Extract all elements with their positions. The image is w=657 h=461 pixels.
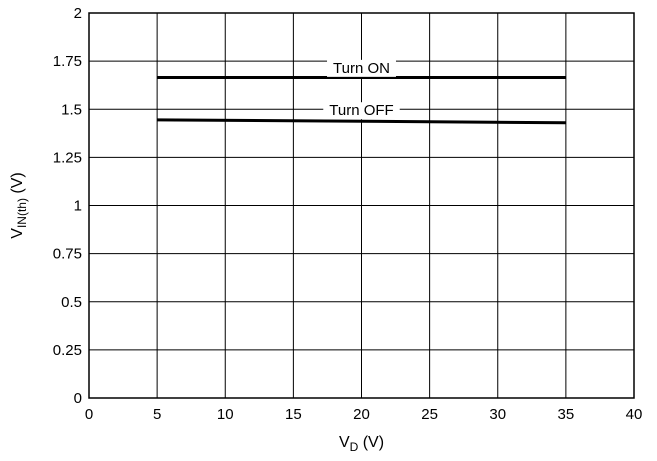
x-tick-label: 30 (489, 406, 506, 423)
y-axis-label-main: V (9, 228, 26, 239)
x-axis-label: VD (V) (339, 434, 384, 454)
x-tick-label: 10 (217, 406, 234, 423)
series-lines (157, 75, 566, 125)
series-label-background (327, 59, 396, 77)
y-tick-label: 1.75 (53, 53, 82, 70)
y-axis-label: VIN(th) (V) (9, 172, 29, 238)
x-tick-label: 25 (421, 406, 438, 423)
plot-frame (88, 12, 635, 399)
y-tick-label: 0 (74, 390, 82, 407)
y-axis-label-sub: IN(th) (15, 198, 29, 228)
x-tick-label: 5 (153, 406, 161, 423)
x-axis-label-unit: (V) (358, 434, 384, 451)
y-tick-label: 2 (74, 5, 82, 22)
x-tick-label: 15 (285, 406, 302, 423)
x-tick-label: 40 (626, 406, 643, 423)
y-tick-label: 1.25 (53, 149, 82, 166)
series-labels: Turn ON Turn OFF (323, 59, 400, 120)
y-tick-label: 0.75 (53, 246, 82, 263)
y-tick-labels: 0 0.25 0.5 0.75 1 1.25 1.5 1.75 2 (53, 5, 82, 407)
y-axis-label-unit: (V) (9, 172, 26, 198)
series-label-background (323, 102, 400, 120)
series-line-1 (157, 118, 566, 125)
x-axis-label-main: V (339, 434, 350, 451)
y-tick-label: 0.5 (61, 294, 82, 311)
x-tick-label: 20 (353, 406, 370, 423)
x-tick-label: 0 (85, 406, 93, 423)
x-tick-labels: 0 5 10 15 20 25 30 35 40 (85, 406, 643, 423)
series-label-1: Turn OFF (329, 102, 393, 119)
y-tick-label: 0.25 (53, 342, 82, 359)
x-axis-label-sub: D (350, 440, 359, 454)
x-tick-label: 35 (558, 406, 575, 423)
series-label-0: Turn ON (333, 60, 390, 77)
y-tick-label: 1.5 (61, 101, 82, 118)
y-tick-label: 1 (74, 198, 82, 215)
